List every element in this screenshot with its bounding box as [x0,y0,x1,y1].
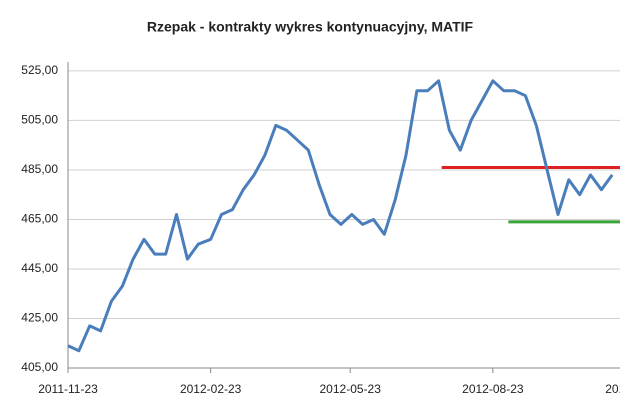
x-tick-label: 2012-08-23 [462,382,524,396]
y-tick-label: 445,00 [21,261,58,275]
x-tick-label: 2012-02-23 [180,382,242,396]
x-tick-label: 2011-11-23 [38,382,98,396]
y-tick-label: 505,00 [21,113,58,127]
y-tick-label: 525,00 [21,63,58,77]
y-tick-label: 465,00 [21,212,58,226]
y-tick-label: 485,00 [21,162,58,176]
y-tick-label: 405,00 [21,360,58,374]
x-tick-label: 2012-05-23 [320,382,382,396]
series-line [67,79,614,353]
x-tick-label: 2012-11-23 [605,382,620,396]
y-tick-label: 425,00 [21,311,58,325]
chart-title: Rzepak - kontrakty wykres kontynuacyjny,… [147,19,474,35]
